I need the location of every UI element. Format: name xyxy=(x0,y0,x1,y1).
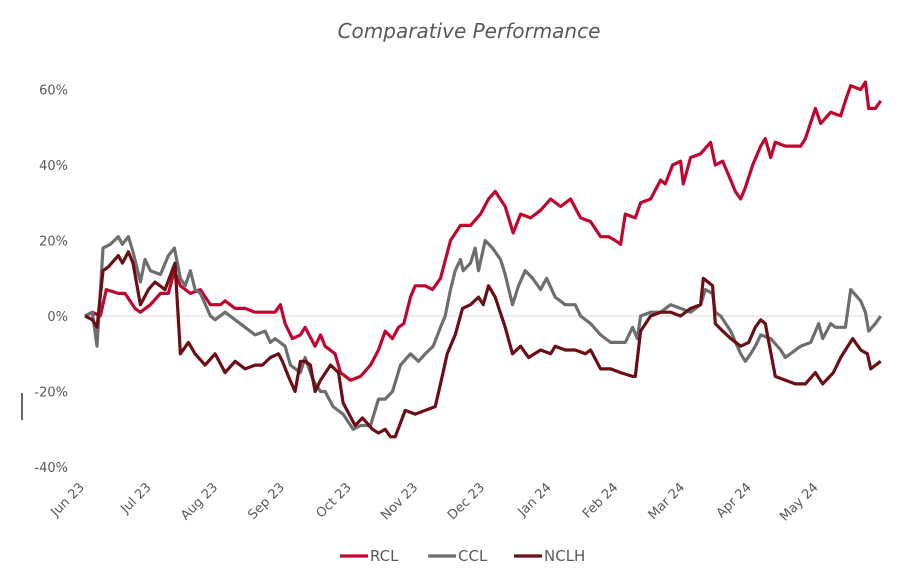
x-tick-label: Sep 23 xyxy=(245,480,288,523)
series-line-rcl xyxy=(84,80,883,382)
series-line-nclh xyxy=(84,250,882,439)
series-lines xyxy=(84,80,883,439)
chart-title: Comparative Performance xyxy=(338,19,601,43)
y-tick-label: 20% xyxy=(39,235,68,250)
legend-label-rcl: RCL xyxy=(370,547,399,565)
legend-label-ccl: CCL xyxy=(458,547,488,565)
x-axis: Jun 23 Jul 23 Aug 23 Sep 23 Oct 23 Nov 23 Dec … xyxy=(48,480,822,524)
x-tick-label: Dec 23 xyxy=(445,480,488,523)
x-tick-label: Jul 23 xyxy=(118,480,155,517)
y-tick-label: -40% xyxy=(34,461,68,476)
x-tick-label: Aug 23 xyxy=(178,480,221,523)
y-tick-label: 40% xyxy=(39,159,68,174)
y-tick-label: 60% xyxy=(39,84,68,99)
y-axis: 60% 40% 20% 0% -20% -40% xyxy=(34,84,68,477)
x-tick-label: Jun 23 xyxy=(48,480,88,520)
x-tick-label: Nov 23 xyxy=(378,480,421,523)
legend-label-nclh: NCLH xyxy=(544,547,585,565)
x-tick-label: Mar 24 xyxy=(646,480,689,523)
x-tick-label: Jan 24 xyxy=(515,480,555,520)
legend: RCL CCL NCLH xyxy=(340,547,585,565)
y-tick-label: -20% xyxy=(34,386,68,401)
x-tick-label: Feb 24 xyxy=(580,480,622,522)
x-tick-label: May 24 xyxy=(777,480,821,524)
series-line-ccl xyxy=(84,235,883,431)
y-tick-label: 0% xyxy=(47,310,68,325)
x-tick-label: Oct 23 xyxy=(314,480,355,521)
x-tick-label: Apr 24 xyxy=(714,480,755,521)
